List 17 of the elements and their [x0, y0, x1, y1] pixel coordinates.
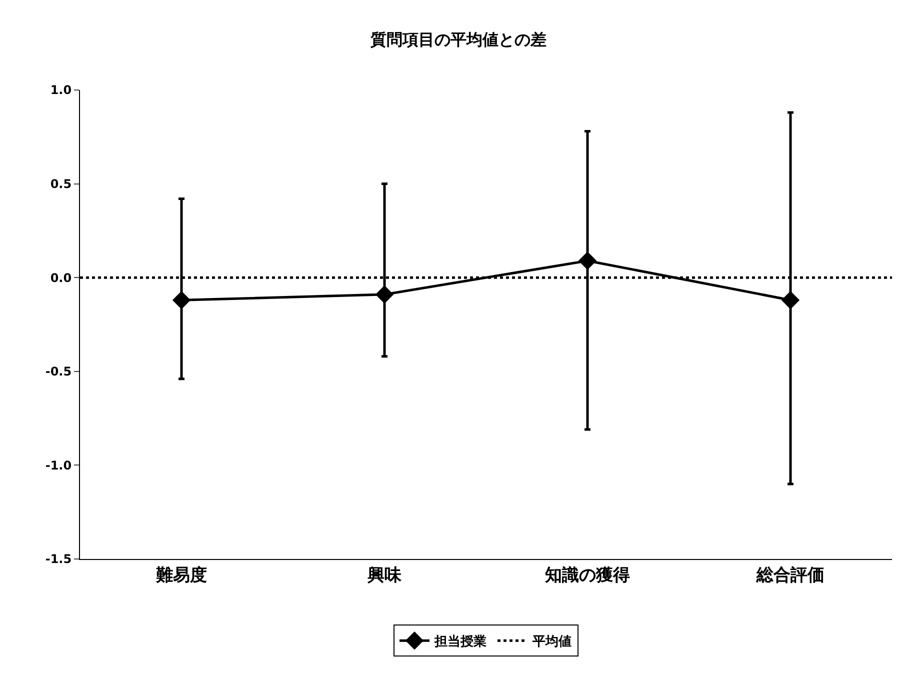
- y-tick-label: 1.0: [50, 83, 72, 98]
- point: [375, 285, 394, 304]
- legend-label: 平均値: [532, 634, 572, 650]
- y-tick-label: -1.0: [45, 458, 72, 472]
- y-tick-label: -0.5: [45, 364, 72, 379]
- y-tick-label: 0.5: [50, 177, 72, 191]
- point: [578, 252, 597, 270]
- point: [781, 291, 800, 310]
- chart-title: 質問項目の平均値との差: [370, 30, 546, 50]
- x-tick-label: 難易度: [155, 565, 207, 586]
- y-tick-label: 0.0: [50, 270, 72, 285]
- point: [172, 291, 191, 310]
- x-tick-label: 知識の獲得: [544, 565, 630, 586]
- x-tick-label: 総合評価: [756, 565, 824, 586]
- x-tick-label: 興味: [366, 565, 402, 586]
- y-tick-label: -1.5: [45, 552, 72, 566]
- legend-label: 担当授業: [434, 634, 486, 650]
